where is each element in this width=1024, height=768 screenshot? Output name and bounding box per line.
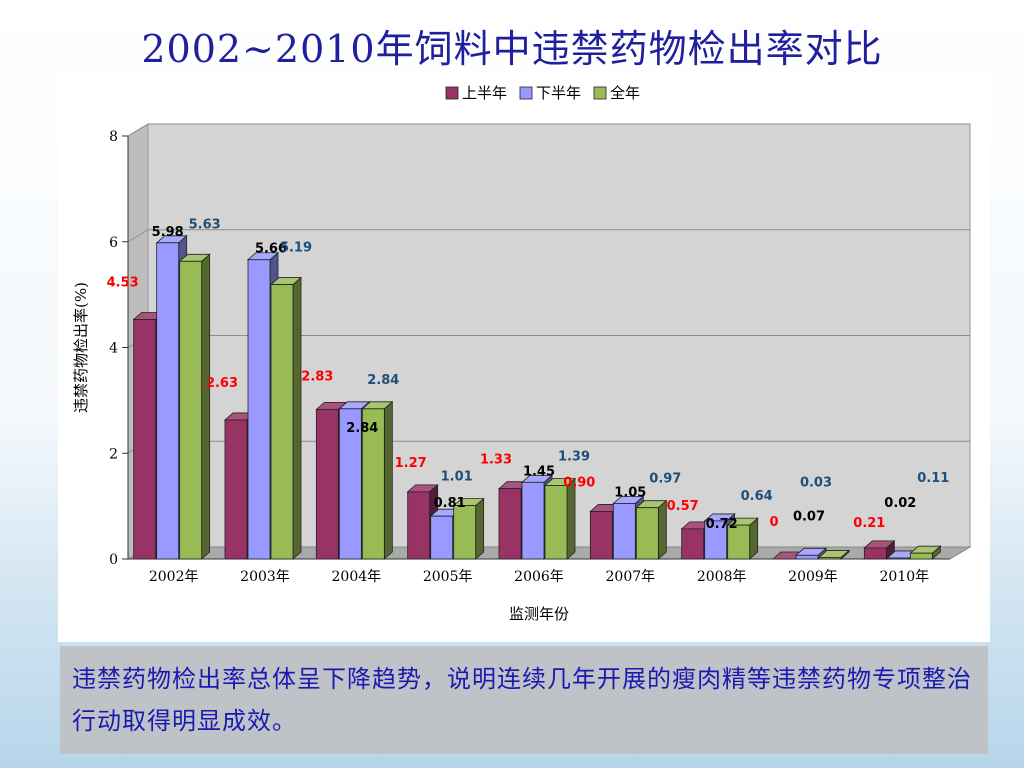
bar-3 [270,284,294,560]
bar-2 [430,515,454,560]
summary-note-text: 违禁药物检出率总体呈下降趋势，说明连续几年开展的瘦肉精等违禁药物专项整治行动取得… [72,665,972,735]
data-label: 0.07 [793,509,825,524]
x-tick-label: 2007年 [606,569,656,585]
bar-2 [795,554,819,560]
bar-1 [863,547,887,560]
legend-swatch-3 [593,86,607,100]
data-label: 0.11 [917,471,949,486]
y-tick-label: 4 [109,341,118,357]
bar-chart: 0 2 4 6 8 2002年 2003年 2004年 2005年 2006年 2007年 2008年… [72,84,972,623]
data-label: 0.64 [741,489,773,504]
y-axis-title: 违禁药物检出率(%) [72,282,90,413]
bar-1 [133,319,157,560]
data-label: 0.72 [706,517,738,532]
bar-2 [704,520,728,560]
x-tick-label: 2010年 [880,569,930,585]
bar-3 [453,505,477,560]
data-label: 0.57 [667,499,699,514]
bar-side [657,499,667,560]
bar-side [475,497,485,560]
y-tick-label: 6 [109,235,118,251]
bar-side [292,276,302,560]
x-tick-label: 2005年 [423,569,473,585]
data-label: 1.27 [395,456,427,471]
data-label: 0.90 [563,475,595,490]
gridline-side [127,123,149,137]
bar-3 [544,485,568,560]
bar-3 [727,524,751,560]
bar-side [566,477,576,560]
data-label: 5.66 [255,242,287,257]
bar-1 [224,419,248,560]
bar-2 [612,503,636,560]
data-label: 2.83 [301,369,333,384]
bar-2 [247,259,271,560]
data-label: 1.05 [614,485,646,500]
bar-1 [589,511,613,560]
data-label: 0.21 [853,516,885,531]
legend-label-3: 全年 [610,84,640,102]
chart-legend: 上半年 下半年 全年 [445,84,640,102]
x-tick-label: 2003年 [240,569,290,585]
data-label: 0.03 [800,475,832,490]
bar-3 [635,507,659,560]
data-label: 5.98 [152,225,184,240]
bar-2 [886,557,910,560]
data-label: 5.19 [280,241,312,256]
bar-side [383,400,393,560]
x-tick-label: 2008年 [697,569,747,585]
gridline-side [127,229,149,243]
data-label: 5.63 [189,217,221,232]
chart-data-labels: 4.53 5.98 5.63 2.63 5.665.19 2.83 2.84 2.84 1.27… [107,217,950,532]
x-tick-label: 2002年 [149,569,199,585]
chart-panel: 0 2 4 6 8 2002年 2003年 2004年 2005年 2006年 2007年 2008年… [58,76,990,642]
legend-label-2: 下半年 [536,84,581,102]
data-label: 2.84 [346,421,378,436]
data-label: 0 [769,515,778,530]
bar-3 [179,260,203,560]
bar-3 [361,408,385,560]
bar-3 [909,552,933,560]
bar-1 [315,408,339,560]
x-tick-label: 2006年 [514,569,564,585]
bar-1 [498,488,522,560]
data-label: 4.53 [107,275,139,290]
data-label: 2.84 [367,373,399,388]
bar-2 [521,481,545,560]
legend-label-1: 上半年 [462,84,507,102]
y-tick-label: 8 [109,129,118,145]
data-label: 2.63 [206,376,238,391]
x-tick-label: 2004年 [332,569,382,585]
y-tick-label: 0 [109,552,118,568]
data-label: 0.81 [434,496,466,511]
slide-title: 2002~2010年饲料中违禁药物检出率对比 [141,27,883,71]
data-label: 1.39 [558,450,590,465]
data-label: 1.33 [480,453,512,468]
bar-1 [681,528,705,560]
bar-3 [818,557,842,560]
legend-swatch-2 [519,86,533,100]
bar-side [201,253,211,560]
x-tick-label: 2009年 [788,569,838,585]
bar-2 [338,408,362,560]
x-axis-title: 监测年份 [509,605,569,623]
chart-bars [132,234,942,560]
summary-note: 违禁药物检出率总体呈下降趋势，说明连续几年开展的瘦肉精等违禁药物专项整治行动取得… [60,646,988,754]
legend-swatch-1 [445,86,459,100]
y-tick-label: 2 [109,446,118,462]
data-label: 0.02 [884,496,916,511]
data-label: 1.45 [523,464,555,479]
bar-1 [407,491,431,560]
bar-2 [156,242,180,560]
data-label: 1.01 [441,470,473,485]
data-label: 0.97 [649,472,681,487]
